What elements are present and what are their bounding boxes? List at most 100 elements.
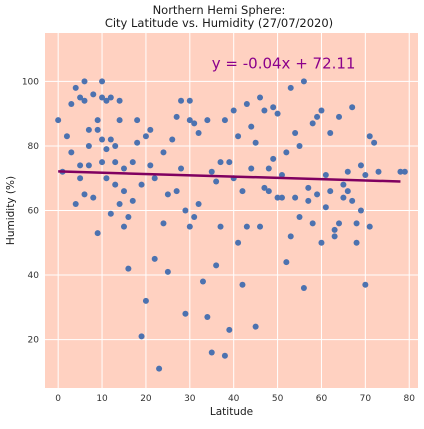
x-tick-label: 60 [316, 394, 328, 404]
x-axis-label: Latitude [210, 406, 253, 418]
data-point [221, 352, 228, 359]
data-point [63, 133, 70, 140]
data-point [243, 223, 250, 230]
data-point [129, 197, 136, 204]
data-point [278, 172, 285, 178]
data-point [213, 262, 220, 269]
data-point [125, 265, 132, 272]
y-tick-label: 100 [22, 77, 39, 87]
data-point [191, 213, 198, 220]
tick-labels: 0 10 20 30 40 50 60 70 80 20 40 60 80 100 [22, 77, 415, 404]
data-point [235, 239, 242, 246]
data-point [107, 94, 114, 101]
data-point [274, 110, 281, 117]
data-point [77, 94, 84, 101]
data-point [103, 146, 110, 153]
data-point [186, 117, 193, 124]
data-point [230, 107, 237, 114]
data-point [322, 172, 329, 178]
data-point [160, 220, 167, 227]
data-point [85, 126, 92, 133]
x-tick-label: 10 [96, 394, 108, 404]
y-tick-label: 60 [28, 207, 40, 217]
data-point [327, 130, 334, 137]
data-point [81, 78, 88, 85]
data-point [85, 142, 92, 149]
data-point [300, 78, 307, 85]
data-point [292, 130, 299, 137]
data-point [134, 117, 141, 124]
data-point [107, 210, 114, 217]
data-point [213, 178, 220, 185]
data-point [344, 168, 351, 175]
data-point [147, 126, 154, 133]
data-point [85, 162, 92, 169]
data-point [239, 188, 246, 195]
data-point [344, 188, 351, 195]
data-point [208, 168, 215, 175]
data-point [147, 162, 154, 169]
x-tick-label: 40 [228, 394, 240, 404]
data-point [164, 268, 171, 275]
data-point [195, 130, 202, 137]
data-point [94, 117, 101, 124]
data-point [226, 159, 233, 166]
data-point [68, 101, 75, 107]
data-point [90, 194, 97, 201]
data-point [204, 117, 211, 124]
data-point [94, 230, 101, 237]
data-point [120, 223, 127, 230]
data-point [401, 168, 408, 175]
data-point [340, 194, 347, 201]
data-point [138, 181, 145, 188]
data-point [292, 194, 299, 201]
chart-subtitle: City Latitude vs. Humidity (27/07/2020) [105, 16, 333, 30]
data-point [77, 175, 84, 182]
x-tick-label: 30 [184, 394, 196, 404]
data-point [173, 188, 180, 195]
data-points [55, 78, 408, 372]
data-point [283, 259, 290, 266]
data-point [116, 201, 123, 208]
data-point [142, 297, 149, 304]
data-point [366, 133, 373, 140]
data-point [226, 326, 233, 333]
data-point [318, 239, 325, 246]
data-point [116, 117, 123, 124]
data-point [270, 104, 277, 111]
data-point [362, 172, 369, 178]
data-point [81, 191, 88, 198]
y-axis-label: Humidity (%) [5, 176, 17, 245]
data-point [296, 142, 303, 149]
data-point [55, 117, 62, 124]
data-point [77, 162, 84, 169]
grid-lines [45, 33, 418, 388]
data-point [90, 91, 97, 98]
data-point [195, 201, 202, 208]
data-point [68, 149, 75, 156]
y-tick-label: 20 [28, 336, 40, 346]
data-point [81, 97, 88, 104]
x-tick-label: 20 [140, 394, 152, 404]
data-point [248, 123, 255, 130]
data-point [243, 101, 250, 107]
x-tick-label: 0 [55, 394, 61, 404]
data-point [99, 78, 106, 85]
data-point [164, 191, 171, 198]
data-point [217, 159, 224, 166]
data-point [160, 149, 167, 156]
data-point [296, 213, 303, 220]
data-point [371, 139, 378, 146]
data-point [116, 97, 123, 104]
data-point [252, 139, 259, 146]
data-point [322, 204, 329, 211]
data-point [138, 333, 145, 340]
data-point [125, 213, 132, 220]
data-point [156, 365, 163, 372]
y-tick-label: 40 [28, 271, 40, 281]
data-point [169, 136, 176, 143]
data-point [331, 226, 338, 233]
y-tick-label: 80 [28, 142, 40, 152]
data-point [72, 201, 79, 208]
